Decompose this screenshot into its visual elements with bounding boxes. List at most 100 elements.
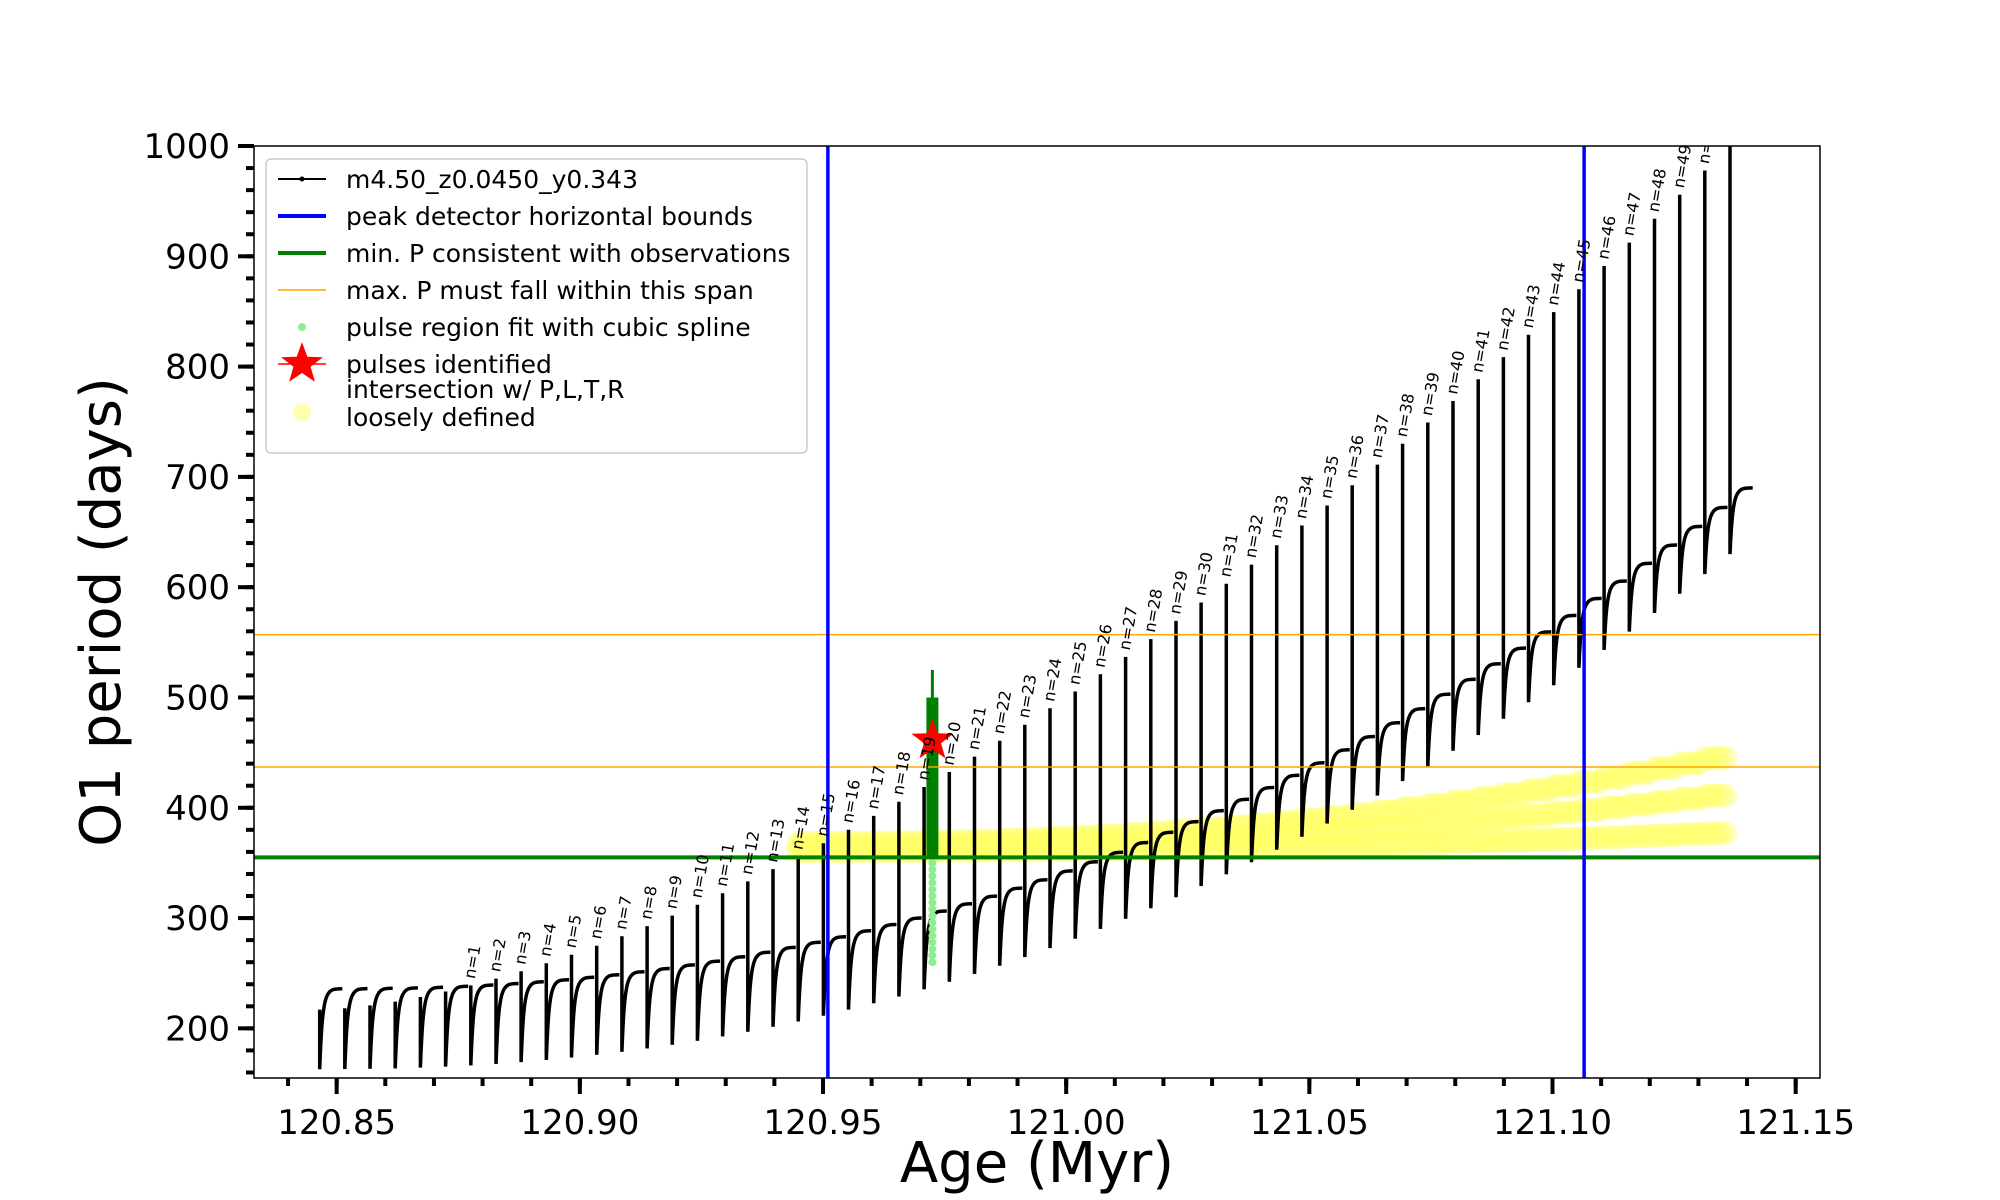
pulse-label: n=5 [561,913,586,950]
intersection-point [1491,782,1516,807]
intersection-point [1336,833,1361,858]
pulse-curve [796,856,821,1022]
intersection-point [1243,812,1268,837]
y-tick-label: 400 [165,789,230,829]
intersection-point [1143,820,1167,845]
pulse-label: n=12 [737,830,763,877]
y-tick-label: 300 [165,899,230,939]
intersection-point [1046,825,1071,850]
pulse-curve [1073,691,1098,939]
intersection-point [1277,810,1302,835]
intersection-point [958,829,983,854]
x-tick-label: 121.00 [1007,1103,1126,1143]
intersection-point [1403,831,1428,856]
pulse-label: n=21 [964,705,990,752]
pulse-curve [1098,674,1124,929]
intersection-point [1310,820,1335,845]
pulse-curve [317,986,343,1070]
intersection-point [979,833,1004,858]
intersection-point [1373,832,1398,857]
intersection-point [1562,774,1587,799]
spline-fit-point [928,918,937,927]
intersection-point [1306,807,1331,832]
intersection-point [1033,826,1058,851]
intersection-point [1655,789,1680,814]
intersection-point [1205,826,1230,851]
intersection-point [1411,831,1436,856]
intersection-point [870,834,895,859]
intersection-point [1449,789,1474,814]
intersection-point [794,830,819,855]
intersection-point [1604,795,1629,820]
y-tick-label: 800 [165,348,230,388]
intersection-point [1663,756,1688,781]
intersection-point [903,834,928,859]
intersection-point [1495,805,1520,830]
plot-area: n=1 n=2 n=3 n=4 n=5 n=6 n=7 n=8 n=9 n=10n=11n=12 n… [254,146,1820,1078]
pulse-curve [695,904,721,1041]
intersection-point [1092,823,1117,848]
intersection-point [1294,820,1319,845]
intersection-point [1361,802,1386,827]
intersection-point [1545,800,1570,825]
pulse-curve [1274,545,1300,850]
intersection-point [1109,823,1134,848]
intersection-point [1323,833,1348,858]
pulse-label: n=25 [1064,640,1090,687]
intersection-point [1390,796,1415,821]
intersection-point [1441,789,1465,814]
pulse-curve [469,983,494,1066]
intersection-point [798,835,823,860]
legend-label: peak detector horizontal bounds [346,202,753,231]
intersection-point [1692,783,1717,808]
pulse-curve [418,985,444,1068]
intersection-point [1684,751,1709,776]
intersection-point [1529,803,1554,827]
spline-fit-point [928,898,937,907]
intersection-point [1449,830,1474,855]
pulse-curve [771,869,796,1027]
intersection-point [1117,821,1142,846]
intersection-point [1436,811,1461,836]
pulse-label: n=33 [1266,493,1292,540]
intersection-point [1277,822,1302,847]
pulse-curve [670,915,695,1045]
intersection-point [1357,832,1381,857]
pulse-curve [1677,194,1703,594]
intersection-point [991,827,1016,852]
intersection-point [1327,805,1352,829]
intersection-point [1054,825,1079,850]
pulse-label: n=26 [1090,622,1116,669]
intersection-point [844,830,869,855]
intersection-point [1701,746,1726,771]
intersection-point [1592,765,1617,790]
intersection-point [1516,827,1541,852]
intersection-point [1634,824,1659,849]
intersection-point [853,830,878,855]
intersection-point [1180,827,1205,852]
intersection-point [1575,769,1600,794]
intersection-point [1126,821,1151,846]
pulse-label: n=6 [586,904,611,941]
intersection-point [933,829,958,854]
intersection-point [1453,809,1478,834]
intersection-point [1650,756,1675,781]
intersection-point [1583,798,1608,822]
intersection-point [1638,824,1663,849]
intersection-point [1252,835,1277,859]
intersection-point [1554,800,1579,825]
intersection-point [1562,800,1587,825]
intersection-point [1378,815,1402,840]
y-axis-label: O1 period (days) [69,377,134,847]
intersection-point [1281,822,1306,847]
pulse-curve [846,829,872,1010]
intersection-point [1344,832,1369,857]
intersection-point [1218,835,1243,860]
pulse-curve [1325,505,1350,824]
y-tick-label: 700 [165,458,230,498]
intersection-point [907,834,932,859]
intersection-point [1466,785,1491,810]
intersection-point [1596,765,1621,790]
intersection-point [1268,834,1293,859]
intersection-point [954,829,979,854]
